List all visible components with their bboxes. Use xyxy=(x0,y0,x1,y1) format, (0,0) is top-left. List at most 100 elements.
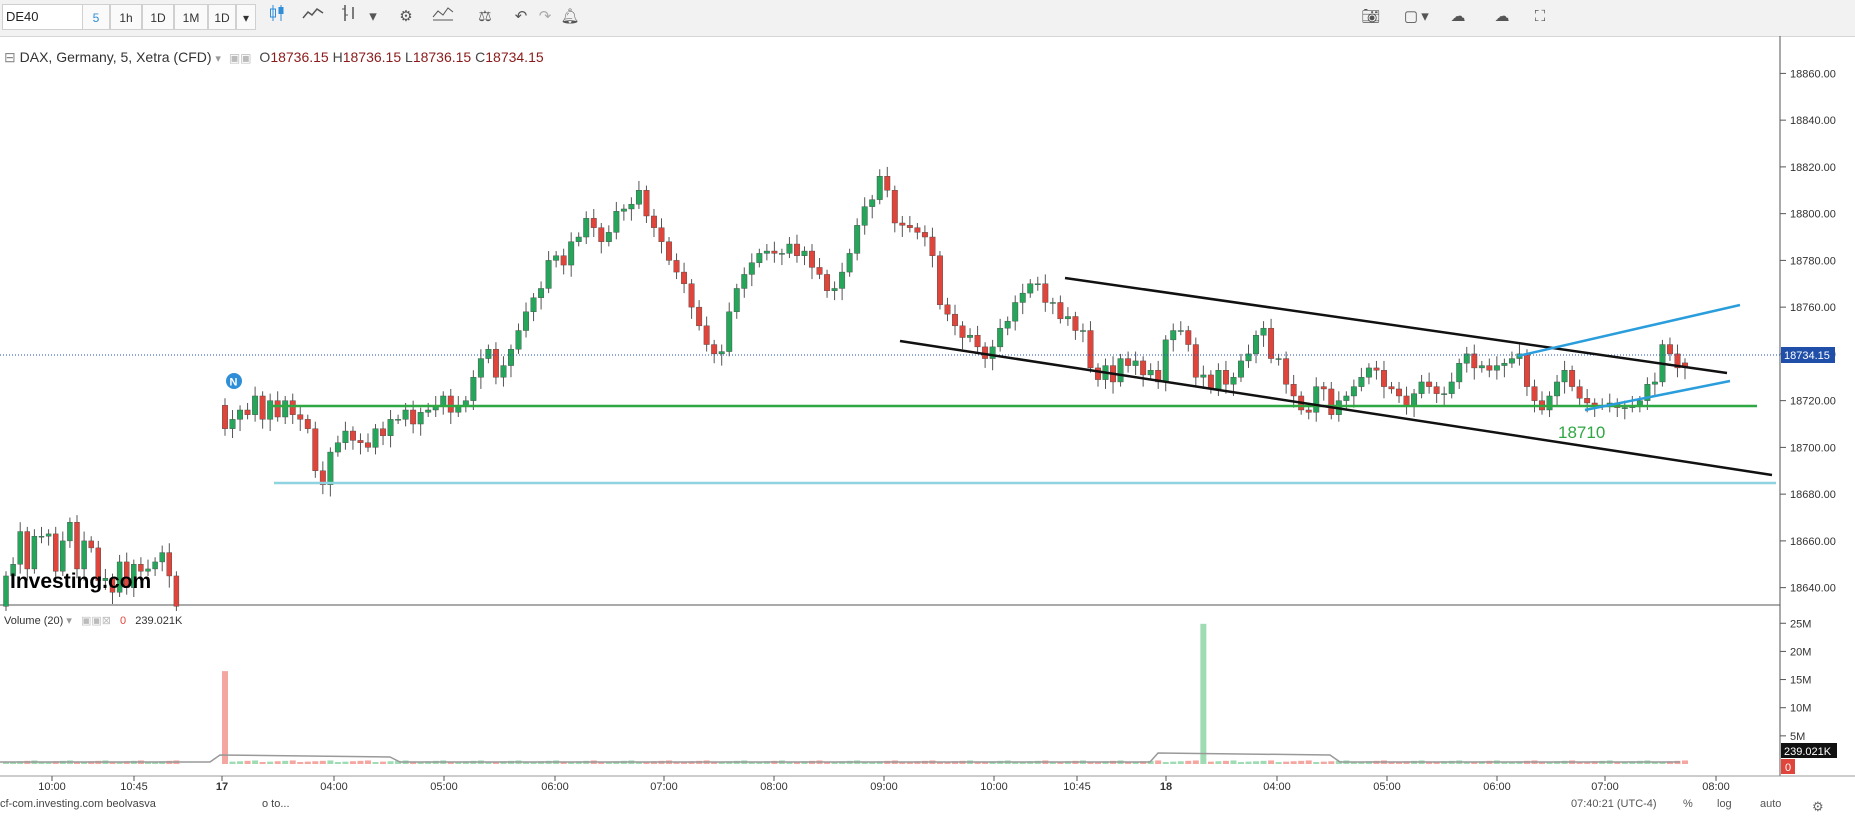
interval-1h-button[interactable]: 1h xyxy=(110,4,142,30)
candle-body xyxy=(1320,386,1327,390)
interval-1d-button[interactable]: 1D xyxy=(142,4,174,30)
fullscreen-icon[interactable]: ⛶ xyxy=(1534,8,1546,25)
gear-icon[interactable]: ⚙ xyxy=(399,8,413,25)
volume-bar xyxy=(899,762,906,764)
candle-body xyxy=(116,561,123,593)
volume-bar xyxy=(395,760,402,764)
candle-body xyxy=(1373,367,1380,371)
layout-icon[interactable]: ▢ xyxy=(1403,8,1419,25)
volume-dropdown-icon[interactable]: ▾ xyxy=(66,615,72,627)
settings-gear-icon[interactable]: ⚙ xyxy=(1812,799,1824,814)
line-chart-icon[interactable] xyxy=(298,4,328,30)
symbol-input[interactable]: DE40 xyxy=(2,4,95,30)
volume-bar xyxy=(906,761,913,764)
candles-icon[interactable] xyxy=(262,4,292,30)
legend-tools-icon[interactable]: ▣▣ xyxy=(228,51,252,65)
time-axis-label: 10:00 xyxy=(980,781,1008,793)
candle-body xyxy=(666,241,672,261)
candle-body xyxy=(545,260,552,289)
volume-bar xyxy=(1245,761,1252,764)
candle-body xyxy=(1207,374,1214,390)
volume-bar xyxy=(304,761,311,764)
auto-toggle[interactable]: auto xyxy=(1760,798,1782,810)
chart-type-dropdown-icon[interactable]: ▾ xyxy=(369,8,377,25)
candle-body xyxy=(1478,365,1485,369)
candle-body xyxy=(688,283,695,308)
volume-bar xyxy=(1508,761,1515,764)
redo-icon[interactable]: ↷ xyxy=(538,8,552,25)
candle-body xyxy=(1388,386,1395,390)
wedge-upper-line[interactable] xyxy=(1517,303,1741,358)
news-marker-icon[interactable] xyxy=(226,373,242,389)
candle-body xyxy=(244,409,251,415)
volume-tools-icon[interactable]: ▣▣⊠ xyxy=(80,615,111,627)
indicators-icon[interactable] xyxy=(428,4,458,30)
alert-bell-icon[interactable]: 🔔︎ xyxy=(560,8,580,25)
time-axis-label: 06:00 xyxy=(541,781,569,793)
volume-bar xyxy=(1290,761,1297,764)
candle-body xyxy=(974,334,981,348)
candle-body xyxy=(1170,330,1177,341)
candle-body xyxy=(1162,339,1169,383)
volume-bar xyxy=(1147,760,1154,764)
bars-icon[interactable] xyxy=(334,4,364,30)
candle-body xyxy=(568,241,575,266)
compare-scale-icon[interactable]: ⚖ xyxy=(478,8,492,25)
cloud-download-icon[interactable]: ☁ xyxy=(1450,8,1466,25)
volume-bar xyxy=(1576,762,1583,764)
cloud-upload-icon[interactable]: ☁ xyxy=(1494,8,1510,25)
candle-body xyxy=(131,564,137,588)
candle-body xyxy=(395,419,402,421)
goto-link[interactable]: o to... xyxy=(262,798,290,810)
volume-bar xyxy=(1328,761,1335,764)
candle-body xyxy=(1275,358,1282,360)
volume-bar xyxy=(530,761,537,764)
price-axis-label: 18760.00 xyxy=(1790,302,1836,314)
legend-dropdown-icon[interactable]: ▾ xyxy=(215,53,221,65)
volume-bar xyxy=(38,762,45,764)
footer-time: 07:40:21 (UTC-4) xyxy=(1571,798,1657,810)
candle-body xyxy=(447,395,454,413)
interval-5-button[interactable]: 5 xyxy=(82,4,110,30)
volume-bar xyxy=(1087,762,1094,764)
percent-toggle[interactable]: % xyxy=(1683,798,1693,810)
candle-body xyxy=(891,190,898,224)
undo-icon[interactable]: ↶ xyxy=(514,8,528,25)
candle-body xyxy=(921,232,928,238)
candle-body xyxy=(145,568,151,572)
candle-body xyxy=(1644,384,1651,401)
interval-1m-button[interactable]: 1M xyxy=(174,4,208,30)
time-axis-label: 10:45 xyxy=(120,781,148,793)
volume-bar xyxy=(643,761,650,764)
candle-body xyxy=(3,575,9,607)
channel-lower-line[interactable] xyxy=(899,339,1773,477)
volume-bar xyxy=(1215,761,1222,764)
volume-bar xyxy=(1501,762,1508,764)
channel-upper-line[interactable] xyxy=(1064,276,1728,375)
candle-body xyxy=(334,442,341,453)
camera-icon[interactable]: 📷︎ xyxy=(1361,8,1381,25)
volume-bar xyxy=(1283,761,1290,764)
candle-body xyxy=(45,533,52,537)
volume-bar xyxy=(673,762,680,764)
candle-body xyxy=(553,255,560,261)
interval-dropdown-button[interactable]: ▾ xyxy=(236,4,256,30)
candle-body xyxy=(1087,330,1094,369)
candle-body xyxy=(410,409,417,425)
candle-body xyxy=(74,521,80,570)
price-axis-label: 18780.00 xyxy=(1790,255,1836,267)
candle-body xyxy=(530,297,537,313)
candle-body xyxy=(1125,358,1132,366)
volume-bar xyxy=(1682,760,1688,764)
layout-dropdown-icon[interactable]: ▾ xyxy=(1421,8,1429,25)
log-toggle[interactable]: log xyxy=(1717,798,1732,810)
volume-bar xyxy=(312,761,319,764)
interval-1d-alt-button[interactable]: 1D xyxy=(208,4,236,30)
volume-bar xyxy=(334,762,341,764)
legend-collapse-icon[interactable]: ⊟ xyxy=(4,49,16,65)
candle-body xyxy=(109,578,116,593)
volume-bar xyxy=(1396,761,1403,764)
candle-body xyxy=(1433,386,1440,394)
wedge-lower-line[interactable] xyxy=(1584,379,1731,412)
